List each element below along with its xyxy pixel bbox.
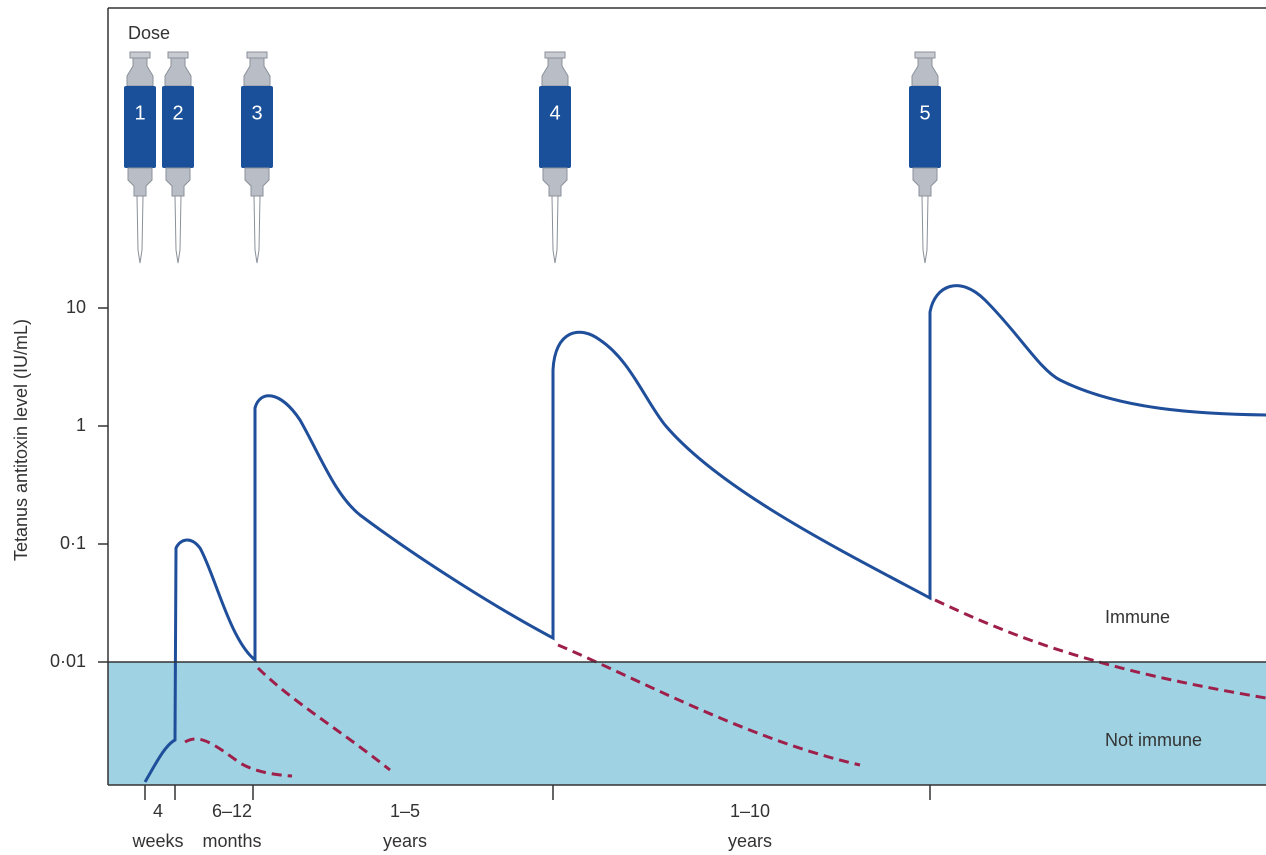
syringe-needle (921, 195, 929, 264)
syringe-needle (174, 195, 182, 264)
syringe-body (909, 86, 941, 168)
syringe-cap (541, 57, 569, 87)
y-tick-label: 0·1 (60, 533, 86, 553)
syringe-needle (551, 195, 559, 264)
syringe: 5 (909, 51, 941, 264)
syringe-hub (244, 167, 270, 197)
dose-title: Dose (128, 23, 170, 43)
syringe-plunger (914, 51, 936, 59)
not-immune-zone (108, 662, 1266, 785)
syringe-hub (165, 167, 191, 197)
syringe-plunger (246, 51, 268, 59)
antitoxin-curve (143, 284, 1266, 783)
dose-number: 1 (134, 102, 145, 124)
y-tick-label: 0·01 (50, 651, 86, 671)
syringe: 4 (539, 51, 571, 264)
syringe-body (539, 86, 571, 168)
syringe-hub (542, 167, 568, 197)
syringe-cap (243, 57, 271, 87)
syringe-plunger (167, 51, 189, 59)
x-interval-label: 4 (153, 801, 163, 821)
dashed-decay (557, 643, 861, 767)
syringe-body (124, 86, 156, 168)
x-interval-label: years (728, 831, 772, 851)
syringe-needle (253, 195, 261, 264)
y-tick-label: 1 (76, 415, 86, 435)
x-interval-label: years (383, 831, 427, 851)
syringe: 2 (162, 51, 194, 264)
syringe-body (241, 86, 273, 168)
syringe-cap (164, 57, 192, 87)
syringe: 1 (124, 51, 156, 264)
dashed-decay (934, 598, 1266, 700)
x-interval-label: 1–10 (730, 801, 770, 821)
y-axis-label: Tetanus antitoxin level (IU/mL) (11, 319, 31, 561)
decay-without-booster (184, 598, 1266, 778)
y-tick-label: 10 (66, 297, 86, 317)
syringe-body (162, 86, 194, 168)
syringe-hub (912, 167, 938, 197)
dose-number: 3 (251, 102, 262, 124)
dashed-decay (256, 666, 391, 772)
syringe-cap (126, 57, 154, 87)
dose-number: 5 (919, 102, 930, 124)
dose-number: 2 (172, 102, 183, 124)
dose-number: 4 (549, 102, 560, 124)
zone-label: Not immune (1105, 730, 1202, 750)
syringe-needle (136, 195, 144, 264)
x-interval-label: weeks (131, 831, 183, 851)
dashed-decay (184, 737, 293, 778)
syringe: 3 (241, 51, 273, 264)
syringe-cap (911, 57, 939, 87)
zone-label: Immune (1105, 607, 1170, 627)
x-interval-label: 6–12 (212, 801, 252, 821)
syringe-plunger (129, 51, 151, 59)
x-interval-label: 1–5 (390, 801, 420, 821)
syringe-hub (127, 167, 153, 197)
x-interval-label: months (202, 831, 261, 851)
syringe-plunger (544, 51, 566, 59)
